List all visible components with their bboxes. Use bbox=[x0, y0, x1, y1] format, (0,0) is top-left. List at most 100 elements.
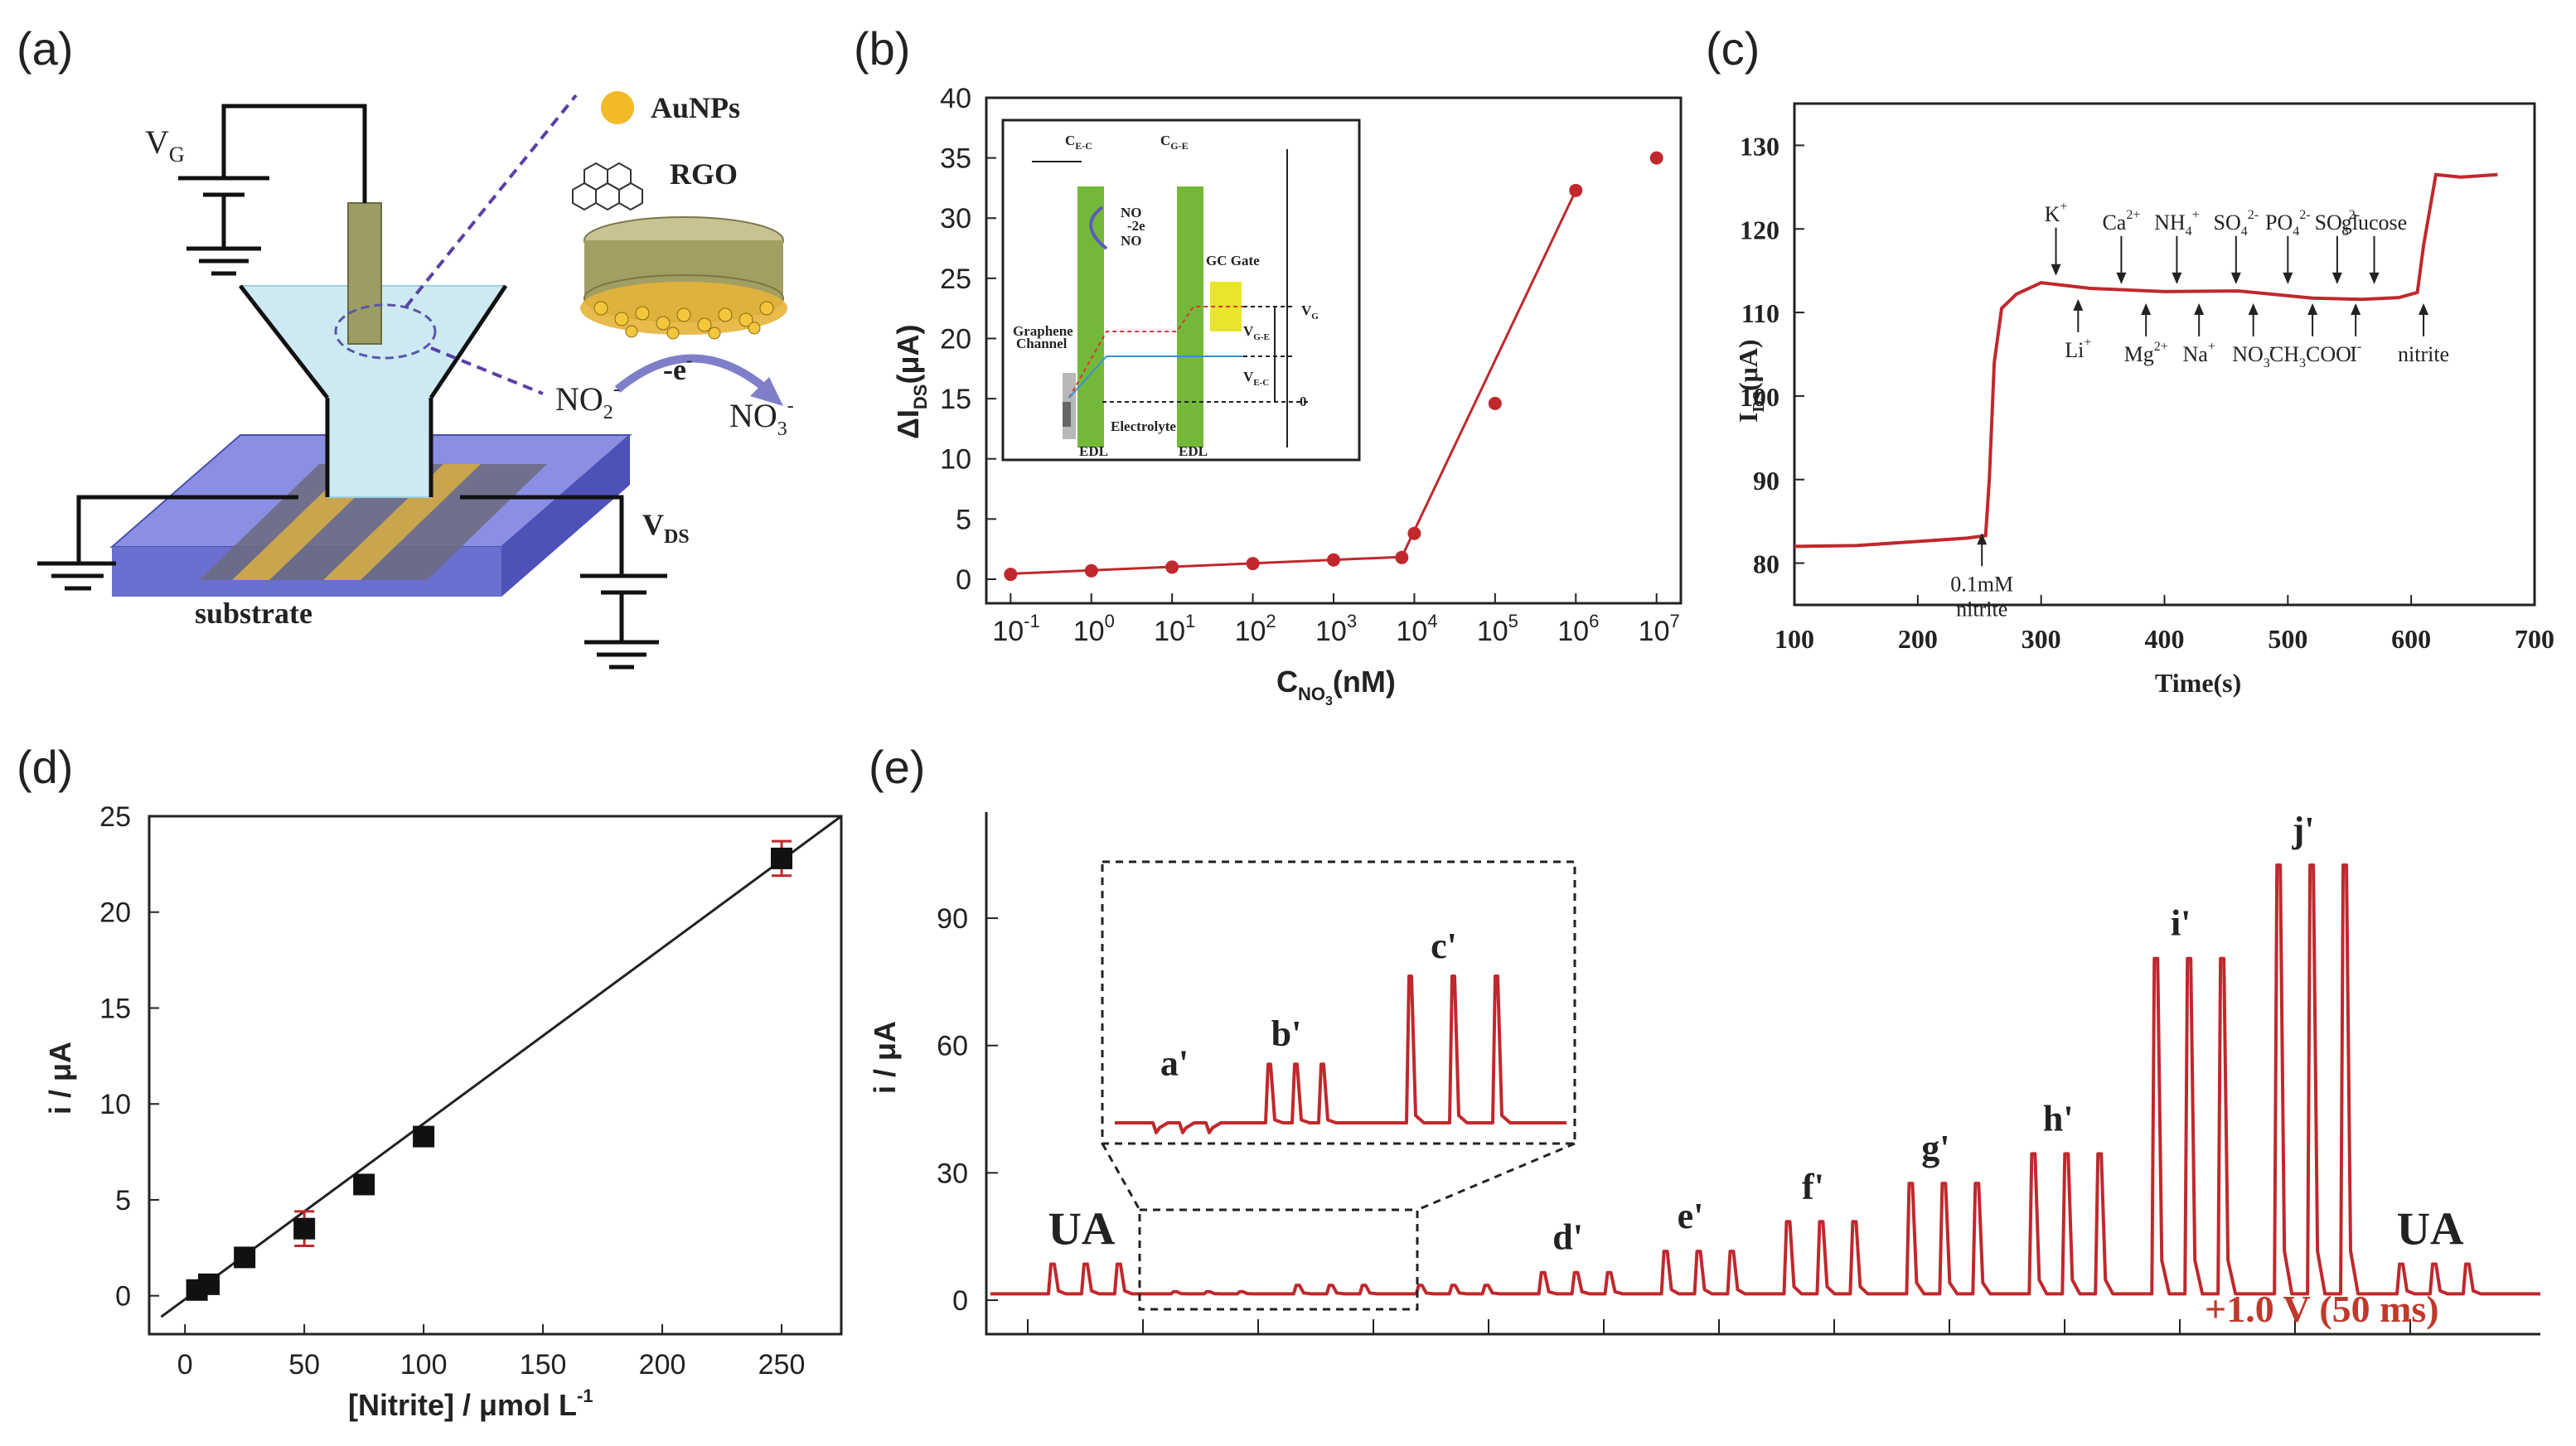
chart-b-xlabel: CNO3(nM) bbox=[1276, 665, 1396, 708]
chart-d: 0 50 100 150 200 250 0 5 10 15 20 25 [Nitrite] / μm… bbox=[43, 801, 843, 1422]
chart-e-peak-label: UA bbox=[2397, 1203, 2464, 1255]
inset-vge: VG-E bbox=[1243, 323, 1270, 342]
panel-label-d: (d) bbox=[17, 741, 73, 793]
chart-c-annotation-head bbox=[2419, 302, 2429, 315]
chart-b: 10-1 100 101 102 103 104 105 106 107 0 5 10 15 20 25 30… bbox=[891, 83, 1683, 708]
chart-b-xtick-label: 100 bbox=[1073, 611, 1115, 647]
chart-b-xtick-label: 106 bbox=[1557, 611, 1599, 647]
chart-e-potential: +1.0 V (50 ms) bbox=[2205, 1288, 2439, 1330]
rgo-label: RGO bbox=[670, 157, 738, 191]
chart-c-annotation-head bbox=[2283, 272, 2293, 284]
chart-b-inset: CE-C CG-E NO -2e NO GC Gate Graphene Cha… bbox=[1001, 118, 1361, 462]
chart-c-annotation-head bbox=[2248, 302, 2259, 315]
chart-d-point bbox=[771, 847, 793, 869]
inset-reaction3: NO bbox=[1121, 233, 1142, 249]
substrate-right bbox=[501, 435, 630, 597]
chart-b-ytick-label: 10 bbox=[940, 444, 971, 476]
chart-c-annotation-label: glucose bbox=[2341, 210, 2407, 235]
chart-e-axes-frame bbox=[985, 812, 2540, 1336]
chart-c-annotation-label: NH4+ bbox=[2154, 208, 2200, 239]
chart-b-ytick-label: 15 bbox=[940, 384, 971, 415]
chart-b-ytick-label: 0 bbox=[956, 564, 971, 596]
inset-reaction2: -2e bbox=[1127, 218, 1145, 234]
chart-b-xtick-label: 107 bbox=[1639, 611, 1680, 647]
chart-e-peak-label: e' bbox=[1678, 1196, 1704, 1236]
chart-b-fit-high bbox=[1400, 190, 1577, 558]
inset-reaction1: NO bbox=[1121, 205, 1142, 220]
chart-d-ylabel: i / μA bbox=[43, 1042, 77, 1115]
chart-b-xtick-label: 101 bbox=[1154, 611, 1195, 647]
zoom-circle bbox=[334, 303, 437, 360]
chart-c-annotation-label: Ca2+ bbox=[2102, 208, 2140, 235]
chart-e-peak-label: g' bbox=[1921, 1128, 1949, 1168]
chart-c-xtick-label: 600 bbox=[2391, 624, 2431, 654]
chart-e-ylabel: i / μA bbox=[868, 1021, 902, 1094]
chart-d-frame bbox=[148, 815, 843, 1336]
chart-c-annotation-label: nitrite bbox=[2398, 342, 2449, 366]
electrode-right bbox=[323, 464, 481, 580]
chart-b-xtick-label: 105 bbox=[1477, 611, 1518, 647]
chart-c-xtick-label: 100 bbox=[1775, 624, 1814, 654]
chart-d-ytick-label: 25 bbox=[99, 801, 131, 833]
chart-e-ytick-label: 0 bbox=[952, 1285, 968, 1317]
chart-c-xtick-label: 400 bbox=[2145, 624, 2185, 654]
chart-c-ytick-label: 110 bbox=[1741, 298, 1779, 328]
chart-c-annotation-head bbox=[2307, 302, 2318, 315]
chart-b-fit-low bbox=[1010, 555, 1402, 575]
chart-b-point bbox=[1649, 151, 1663, 165]
vg-label: VG bbox=[145, 123, 185, 167]
chart-b-xtick-label: 10-1 bbox=[992, 611, 1039, 647]
chart-d-point bbox=[234, 1246, 256, 1269]
chart-b-point bbox=[1246, 557, 1260, 571]
chart-d-xtick-label: 0 bbox=[177, 1349, 193, 1381]
chart-c-xtick-label: 300 bbox=[2022, 624, 2061, 654]
chart-e-ytick-label: 90 bbox=[937, 903, 968, 935]
chart-c-annotation-label: SO42- bbox=[2214, 208, 2259, 239]
chart-c-annotation-label: SO32- bbox=[2315, 208, 2361, 239]
electron-label: -e- bbox=[663, 350, 692, 386]
chart-d-point bbox=[293, 1217, 316, 1240]
chart-c-xtick-label: 500 bbox=[2268, 624, 2307, 654]
gate-electrode bbox=[347, 202, 382, 345]
aunp-icon bbox=[601, 91, 634, 124]
chart-e-ytick-label: 30 bbox=[937, 1158, 968, 1189]
panel-label-e: (e) bbox=[869, 741, 925, 793]
chart-d-ytick-label: 20 bbox=[99, 897, 131, 929]
chart-c-annotation-label: PO42- bbox=[2265, 208, 2311, 239]
chart-e-inset: a' b' c' bbox=[1101, 860, 1576, 1311]
inset-edl-right: EDL bbox=[1179, 443, 1208, 459]
chart-c-annotation-label: I- bbox=[2350, 340, 2361, 366]
substrate-label: substrate bbox=[195, 597, 312, 630]
chart-e-peak-label: h' bbox=[2043, 1098, 2074, 1139]
chart-c-ytick-label: 90 bbox=[1753, 466, 1779, 496]
chart-c-ytick-label: 80 bbox=[1753, 549, 1779, 579]
zoom-box bbox=[1138, 1208, 1419, 1311]
chart-e-peak-label: UA bbox=[1048, 1203, 1115, 1255]
reaction-arrow bbox=[614, 354, 770, 393]
panel-label-a: (a) bbox=[17, 22, 73, 75]
chart-d-xtick-label: 200 bbox=[639, 1349, 686, 1381]
chart-b-point bbox=[1488, 396, 1502, 410]
chart-b-ytick-label: 40 bbox=[940, 83, 971, 114]
inset-electrolyte: Electrolyte bbox=[1111, 418, 1176, 434]
chart-c-series bbox=[1794, 172, 2498, 549]
inset-channel: Channel bbox=[1016, 336, 1068, 351]
rgo-icon bbox=[572, 162, 643, 211]
chart-d-fit-line bbox=[160, 815, 842, 1318]
inset-cge: CG-E bbox=[1160, 133, 1189, 152]
inset-vg: VG bbox=[1301, 302, 1319, 322]
chart-b-point bbox=[1165, 560, 1179, 574]
chart-d-xtick-label: 150 bbox=[520, 1349, 567, 1381]
chart-c-annotation-head bbox=[2141, 302, 2152, 315]
chart-d-xtick-label: 100 bbox=[400, 1349, 448, 1381]
inset-graphene: Graphene bbox=[1013, 323, 1073, 339]
inset-edl-left: EDL bbox=[1079, 443, 1108, 459]
chart-e-trace bbox=[990, 863, 2540, 1296]
chart-b-xtick-label: 102 bbox=[1235, 611, 1276, 647]
chart-c-annotation-head bbox=[2073, 298, 2084, 311]
chart-c-xtick-label: 700 bbox=[2515, 624, 2554, 654]
chart-b-ytick-label: 35 bbox=[940, 143, 971, 175]
chart-c-annotation-label: 0.1mM bbox=[1950, 572, 2013, 596]
chart-c-ytick-label: 100 bbox=[1740, 382, 1779, 412]
aunps-label: AuNPs bbox=[651, 91, 740, 124]
